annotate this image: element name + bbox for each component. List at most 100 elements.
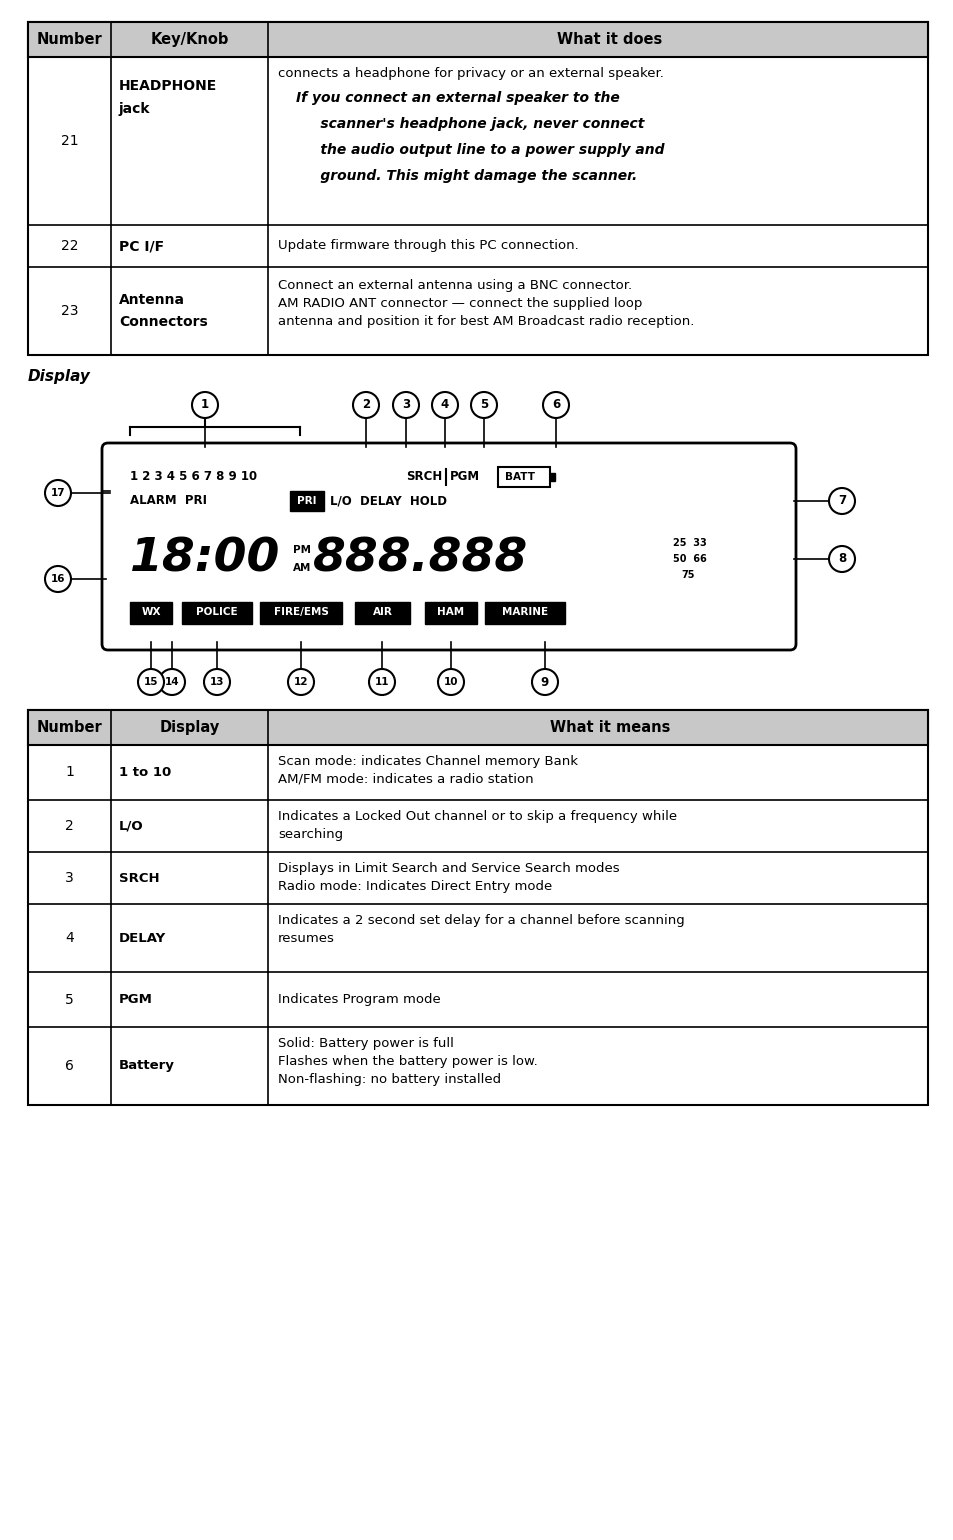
Text: 14: 14 bbox=[165, 678, 179, 687]
Text: 2: 2 bbox=[65, 819, 73, 833]
Circle shape bbox=[437, 668, 463, 695]
Text: 3: 3 bbox=[401, 399, 410, 411]
Text: 6: 6 bbox=[551, 399, 559, 411]
Text: 3: 3 bbox=[65, 872, 73, 885]
Circle shape bbox=[45, 567, 71, 591]
Text: 1: 1 bbox=[65, 765, 74, 779]
Text: 25  33: 25 33 bbox=[672, 537, 706, 548]
Circle shape bbox=[192, 393, 218, 417]
Text: Scan mode: indicates Channel memory Bank
AM/FM mode: indicates a radio station: Scan mode: indicates Channel memory Bank… bbox=[277, 755, 578, 785]
Text: Solid: Battery power is full
Flashes when the battery power is low.
Non-flashing: Solid: Battery power is full Flashes whe… bbox=[277, 1036, 537, 1086]
Text: Display: Display bbox=[28, 370, 91, 383]
Circle shape bbox=[542, 393, 568, 417]
Bar bbox=[28, 710, 927, 1106]
Text: Displays in Limit Search and Service Search modes
Radio mode: Indicates Direct E: Displays in Limit Search and Service Sea… bbox=[277, 862, 619, 893]
Bar bbox=[28, 22, 927, 57]
Text: DELAY: DELAY bbox=[119, 932, 166, 944]
Bar bbox=[290, 491, 324, 511]
Text: 1 to 10: 1 to 10 bbox=[119, 765, 172, 779]
Text: 2: 2 bbox=[361, 399, 370, 411]
Text: 13: 13 bbox=[210, 678, 224, 687]
Circle shape bbox=[353, 393, 378, 417]
Text: 1 2 3 4 5 6 7 8 9 10: 1 2 3 4 5 6 7 8 9 10 bbox=[130, 471, 257, 484]
Text: 4: 4 bbox=[440, 399, 449, 411]
Text: 22: 22 bbox=[61, 239, 78, 253]
Text: the audio output line to a power supply and: the audio output line to a power supply … bbox=[295, 143, 664, 157]
Text: PRI: PRI bbox=[297, 496, 316, 507]
Text: Connect an external antenna using a BNC connector.
AM RADIO ANT connector — conn: Connect an external antenna using a BNC … bbox=[277, 279, 694, 328]
Text: Indicates a Locked Out channel or to skip a frequency while
searching: Indicates a Locked Out channel or to ski… bbox=[277, 810, 677, 841]
Text: 16: 16 bbox=[51, 574, 65, 584]
Text: ALARM  PRI: ALARM PRI bbox=[130, 494, 207, 508]
Bar bbox=[28, 22, 927, 356]
Text: PC I/F: PC I/F bbox=[119, 239, 164, 253]
Text: 1: 1 bbox=[201, 399, 209, 411]
Text: Display: Display bbox=[159, 721, 219, 735]
Text: 7: 7 bbox=[837, 494, 845, 508]
Text: WX: WX bbox=[141, 607, 161, 618]
Text: Update firmware through this PC connection.: Update firmware through this PC connecti… bbox=[277, 240, 578, 253]
Text: 12: 12 bbox=[294, 678, 308, 687]
Text: MARINE: MARINE bbox=[501, 607, 547, 618]
Text: 8: 8 bbox=[837, 553, 845, 565]
Bar bbox=[182, 602, 252, 624]
Text: HEADPHONE
jack: HEADPHONE jack bbox=[119, 79, 217, 116]
Text: 5: 5 bbox=[65, 992, 73, 1007]
Text: SRCH: SRCH bbox=[406, 471, 442, 484]
Text: 5: 5 bbox=[479, 399, 488, 411]
Circle shape bbox=[204, 668, 230, 695]
Text: 888.888: 888.888 bbox=[313, 536, 528, 582]
Text: SRCH: SRCH bbox=[119, 872, 159, 884]
Text: 10: 10 bbox=[443, 678, 457, 687]
Text: What it means: What it means bbox=[549, 721, 670, 735]
Text: Indicates Program mode: Indicates Program mode bbox=[277, 993, 440, 1006]
Circle shape bbox=[45, 480, 71, 507]
Text: PGM: PGM bbox=[119, 993, 152, 1006]
Circle shape bbox=[828, 488, 854, 514]
Bar bbox=[550, 473, 555, 480]
Bar bbox=[260, 602, 341, 624]
Bar bbox=[424, 602, 476, 624]
Text: 4: 4 bbox=[65, 932, 73, 946]
Text: PGM: PGM bbox=[450, 471, 479, 484]
Circle shape bbox=[288, 668, 314, 695]
Text: 6: 6 bbox=[65, 1060, 74, 1073]
Text: scanner's headphone jack, never connect: scanner's headphone jack, never connect bbox=[295, 117, 643, 131]
Text: If you connect an external speaker to the: If you connect an external speaker to th… bbox=[295, 91, 619, 105]
Bar bbox=[484, 602, 564, 624]
Circle shape bbox=[471, 393, 497, 417]
Circle shape bbox=[432, 393, 457, 417]
Text: Number: Number bbox=[36, 32, 102, 48]
Text: PM: PM bbox=[293, 545, 311, 554]
Circle shape bbox=[159, 668, 185, 695]
Text: HAM: HAM bbox=[437, 607, 464, 618]
Circle shape bbox=[138, 668, 164, 695]
Bar bbox=[28, 710, 927, 745]
Text: Key/Knob: Key/Knob bbox=[151, 32, 229, 48]
Text: BATT: BATT bbox=[504, 471, 535, 482]
Text: Indicates a 2 second set delay for a channel before scanning
resumes: Indicates a 2 second set delay for a cha… bbox=[277, 915, 684, 946]
Text: AIR: AIR bbox=[373, 607, 392, 618]
Text: 17: 17 bbox=[51, 488, 65, 497]
Text: L/O: L/O bbox=[119, 819, 144, 833]
Text: 50  66: 50 66 bbox=[672, 554, 706, 564]
Circle shape bbox=[369, 668, 395, 695]
Text: connects a headphone for privacy or an external speaker.: connects a headphone for privacy or an e… bbox=[277, 68, 663, 80]
Text: What it does: What it does bbox=[557, 32, 662, 48]
Bar bbox=[497, 467, 550, 487]
Text: 9: 9 bbox=[540, 676, 549, 688]
Bar bbox=[355, 602, 410, 624]
Text: FIRE/EMS: FIRE/EMS bbox=[274, 607, 328, 618]
Text: POLICE: POLICE bbox=[196, 607, 237, 618]
Text: L/O  DELAY  HOLD: L/O DELAY HOLD bbox=[330, 494, 447, 508]
Text: AM: AM bbox=[293, 564, 311, 573]
FancyBboxPatch shape bbox=[102, 444, 795, 650]
Bar bbox=[130, 602, 172, 624]
Text: 18:00: 18:00 bbox=[130, 536, 280, 582]
Circle shape bbox=[532, 668, 558, 695]
Text: 23: 23 bbox=[61, 303, 78, 317]
Text: 75: 75 bbox=[680, 570, 694, 581]
Text: 21: 21 bbox=[61, 134, 78, 148]
Text: Antenna
Connectors: Antenna Connectors bbox=[119, 293, 208, 330]
Text: ground. This might damage the scanner.: ground. This might damage the scanner. bbox=[295, 169, 637, 183]
